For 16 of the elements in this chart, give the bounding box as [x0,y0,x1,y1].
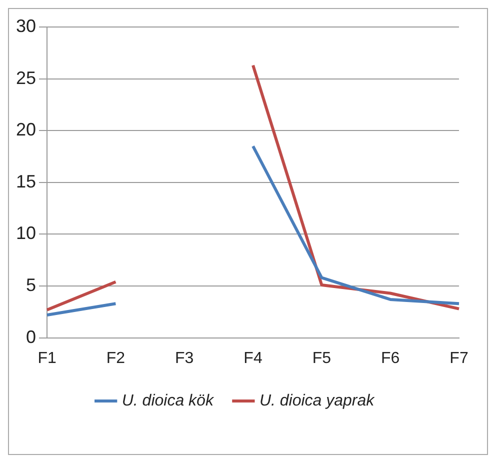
x-tick-label: F1 [38,350,56,367]
y-tick-label: 25 [16,68,36,88]
y-tick-label: 0 [26,326,36,347]
y-tick-label: 30 [16,16,36,36]
legend-label: U. dioica yaprak [259,392,376,410]
y-tick-label: 5 [26,274,36,295]
legend-label: U. dioica kök [122,392,214,410]
x-tick-label: F3 [175,350,194,367]
y-tick-label: 10 [16,223,36,244]
x-tick-label: F6 [381,350,400,367]
y-tick-label: 20 [16,120,36,140]
x-tick-label: F4 [244,350,262,367]
x-tick-label: F5 [312,350,332,367]
x-tick-label: F2 [106,350,126,367]
x-tick-label: F7 [450,350,468,367]
y-tick-label: 15 [16,171,36,192]
